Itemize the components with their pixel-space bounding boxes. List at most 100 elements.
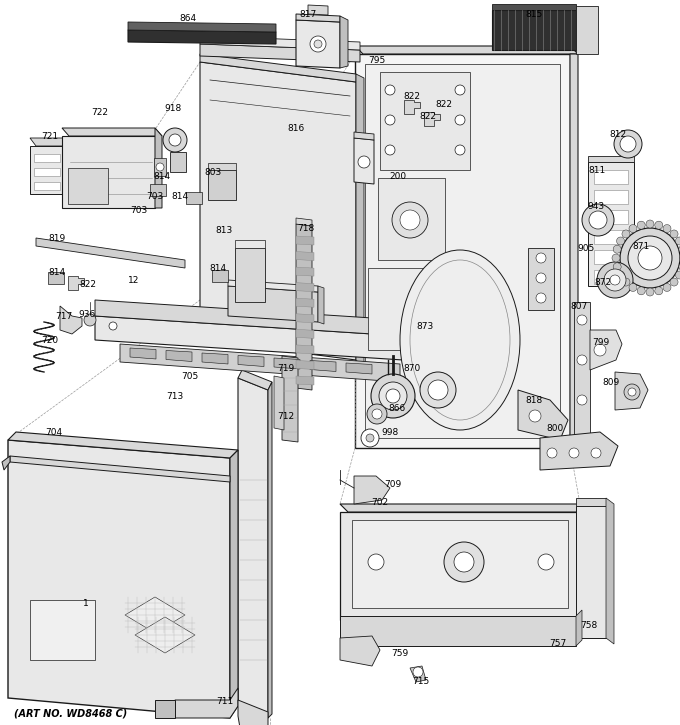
Polygon shape bbox=[135, 617, 195, 653]
Circle shape bbox=[367, 404, 387, 424]
Polygon shape bbox=[200, 62, 356, 360]
Text: 811: 811 bbox=[588, 165, 606, 175]
Text: 717: 717 bbox=[55, 312, 73, 320]
Polygon shape bbox=[228, 286, 318, 322]
Circle shape bbox=[538, 554, 554, 570]
Text: 871: 871 bbox=[632, 241, 649, 251]
Polygon shape bbox=[540, 432, 618, 470]
Circle shape bbox=[536, 253, 546, 263]
Polygon shape bbox=[576, 498, 606, 506]
Circle shape bbox=[614, 130, 642, 158]
Polygon shape bbox=[380, 72, 470, 170]
Text: 807: 807 bbox=[571, 302, 588, 310]
Polygon shape bbox=[296, 345, 314, 354]
Circle shape bbox=[577, 315, 587, 325]
Text: 814: 814 bbox=[171, 191, 188, 201]
Polygon shape bbox=[235, 240, 265, 248]
Circle shape bbox=[675, 237, 680, 245]
Circle shape bbox=[577, 355, 587, 365]
Text: 702: 702 bbox=[371, 497, 388, 507]
Polygon shape bbox=[120, 344, 400, 382]
Polygon shape bbox=[166, 350, 192, 362]
Text: 758: 758 bbox=[580, 621, 598, 631]
Circle shape bbox=[610, 275, 620, 285]
Polygon shape bbox=[212, 270, 228, 282]
Circle shape bbox=[420, 372, 456, 408]
Polygon shape bbox=[30, 600, 95, 660]
Text: 1: 1 bbox=[83, 600, 89, 608]
Circle shape bbox=[629, 283, 637, 291]
Polygon shape bbox=[340, 512, 580, 620]
Polygon shape bbox=[310, 360, 336, 371]
Circle shape bbox=[679, 245, 680, 253]
Circle shape bbox=[529, 410, 541, 422]
Text: 816: 816 bbox=[288, 123, 305, 133]
Polygon shape bbox=[128, 30, 276, 44]
Polygon shape bbox=[62, 128, 162, 136]
Text: 943: 943 bbox=[588, 202, 605, 210]
Circle shape bbox=[591, 448, 601, 458]
Circle shape bbox=[310, 36, 326, 52]
Ellipse shape bbox=[400, 250, 520, 430]
Text: 712: 712 bbox=[277, 412, 294, 420]
Circle shape bbox=[361, 429, 379, 447]
Circle shape bbox=[547, 448, 557, 458]
Circle shape bbox=[646, 288, 654, 296]
Polygon shape bbox=[238, 378, 268, 718]
Circle shape bbox=[366, 434, 374, 442]
Polygon shape bbox=[296, 298, 314, 307]
Circle shape bbox=[536, 273, 546, 283]
Polygon shape bbox=[170, 152, 186, 172]
Polygon shape bbox=[228, 280, 318, 292]
Polygon shape bbox=[274, 376, 284, 430]
Polygon shape bbox=[200, 54, 356, 82]
Polygon shape bbox=[200, 36, 360, 50]
Polygon shape bbox=[130, 348, 156, 359]
Circle shape bbox=[385, 85, 395, 95]
Text: 703: 703 bbox=[131, 205, 148, 215]
Text: 800: 800 bbox=[546, 423, 564, 433]
Polygon shape bbox=[155, 128, 162, 208]
Text: 905: 905 bbox=[577, 244, 594, 252]
Polygon shape bbox=[340, 504, 588, 512]
Circle shape bbox=[637, 221, 645, 229]
Polygon shape bbox=[95, 300, 434, 338]
Text: 936: 936 bbox=[78, 310, 96, 318]
Polygon shape bbox=[308, 5, 328, 15]
Text: 757: 757 bbox=[549, 639, 566, 648]
Polygon shape bbox=[355, 46, 578, 54]
Polygon shape bbox=[30, 138, 70, 146]
Circle shape bbox=[597, 262, 633, 298]
Polygon shape bbox=[588, 162, 634, 286]
Polygon shape bbox=[355, 54, 570, 448]
Text: 822: 822 bbox=[435, 99, 452, 109]
Polygon shape bbox=[68, 276, 84, 290]
Circle shape bbox=[622, 230, 630, 238]
Polygon shape bbox=[128, 22, 276, 32]
Polygon shape bbox=[64, 138, 70, 194]
Circle shape bbox=[452, 554, 468, 570]
Polygon shape bbox=[30, 146, 64, 194]
Polygon shape bbox=[576, 610, 582, 646]
Circle shape bbox=[372, 409, 382, 419]
Polygon shape bbox=[202, 353, 228, 364]
Text: 722: 722 bbox=[92, 107, 109, 117]
Polygon shape bbox=[528, 248, 554, 310]
Polygon shape bbox=[354, 132, 374, 140]
Polygon shape bbox=[238, 700, 268, 725]
Text: 814: 814 bbox=[209, 263, 226, 273]
Polygon shape bbox=[594, 250, 628, 264]
Polygon shape bbox=[606, 498, 614, 644]
Circle shape bbox=[624, 384, 640, 400]
Polygon shape bbox=[594, 230, 628, 244]
Polygon shape bbox=[34, 168, 60, 176]
Circle shape bbox=[679, 262, 680, 271]
Polygon shape bbox=[594, 210, 628, 224]
Polygon shape bbox=[340, 16, 348, 68]
Polygon shape bbox=[268, 382, 272, 718]
Circle shape bbox=[379, 382, 407, 410]
Polygon shape bbox=[208, 170, 236, 200]
Circle shape bbox=[358, 156, 370, 168]
Circle shape bbox=[156, 163, 164, 171]
Polygon shape bbox=[230, 450, 238, 718]
